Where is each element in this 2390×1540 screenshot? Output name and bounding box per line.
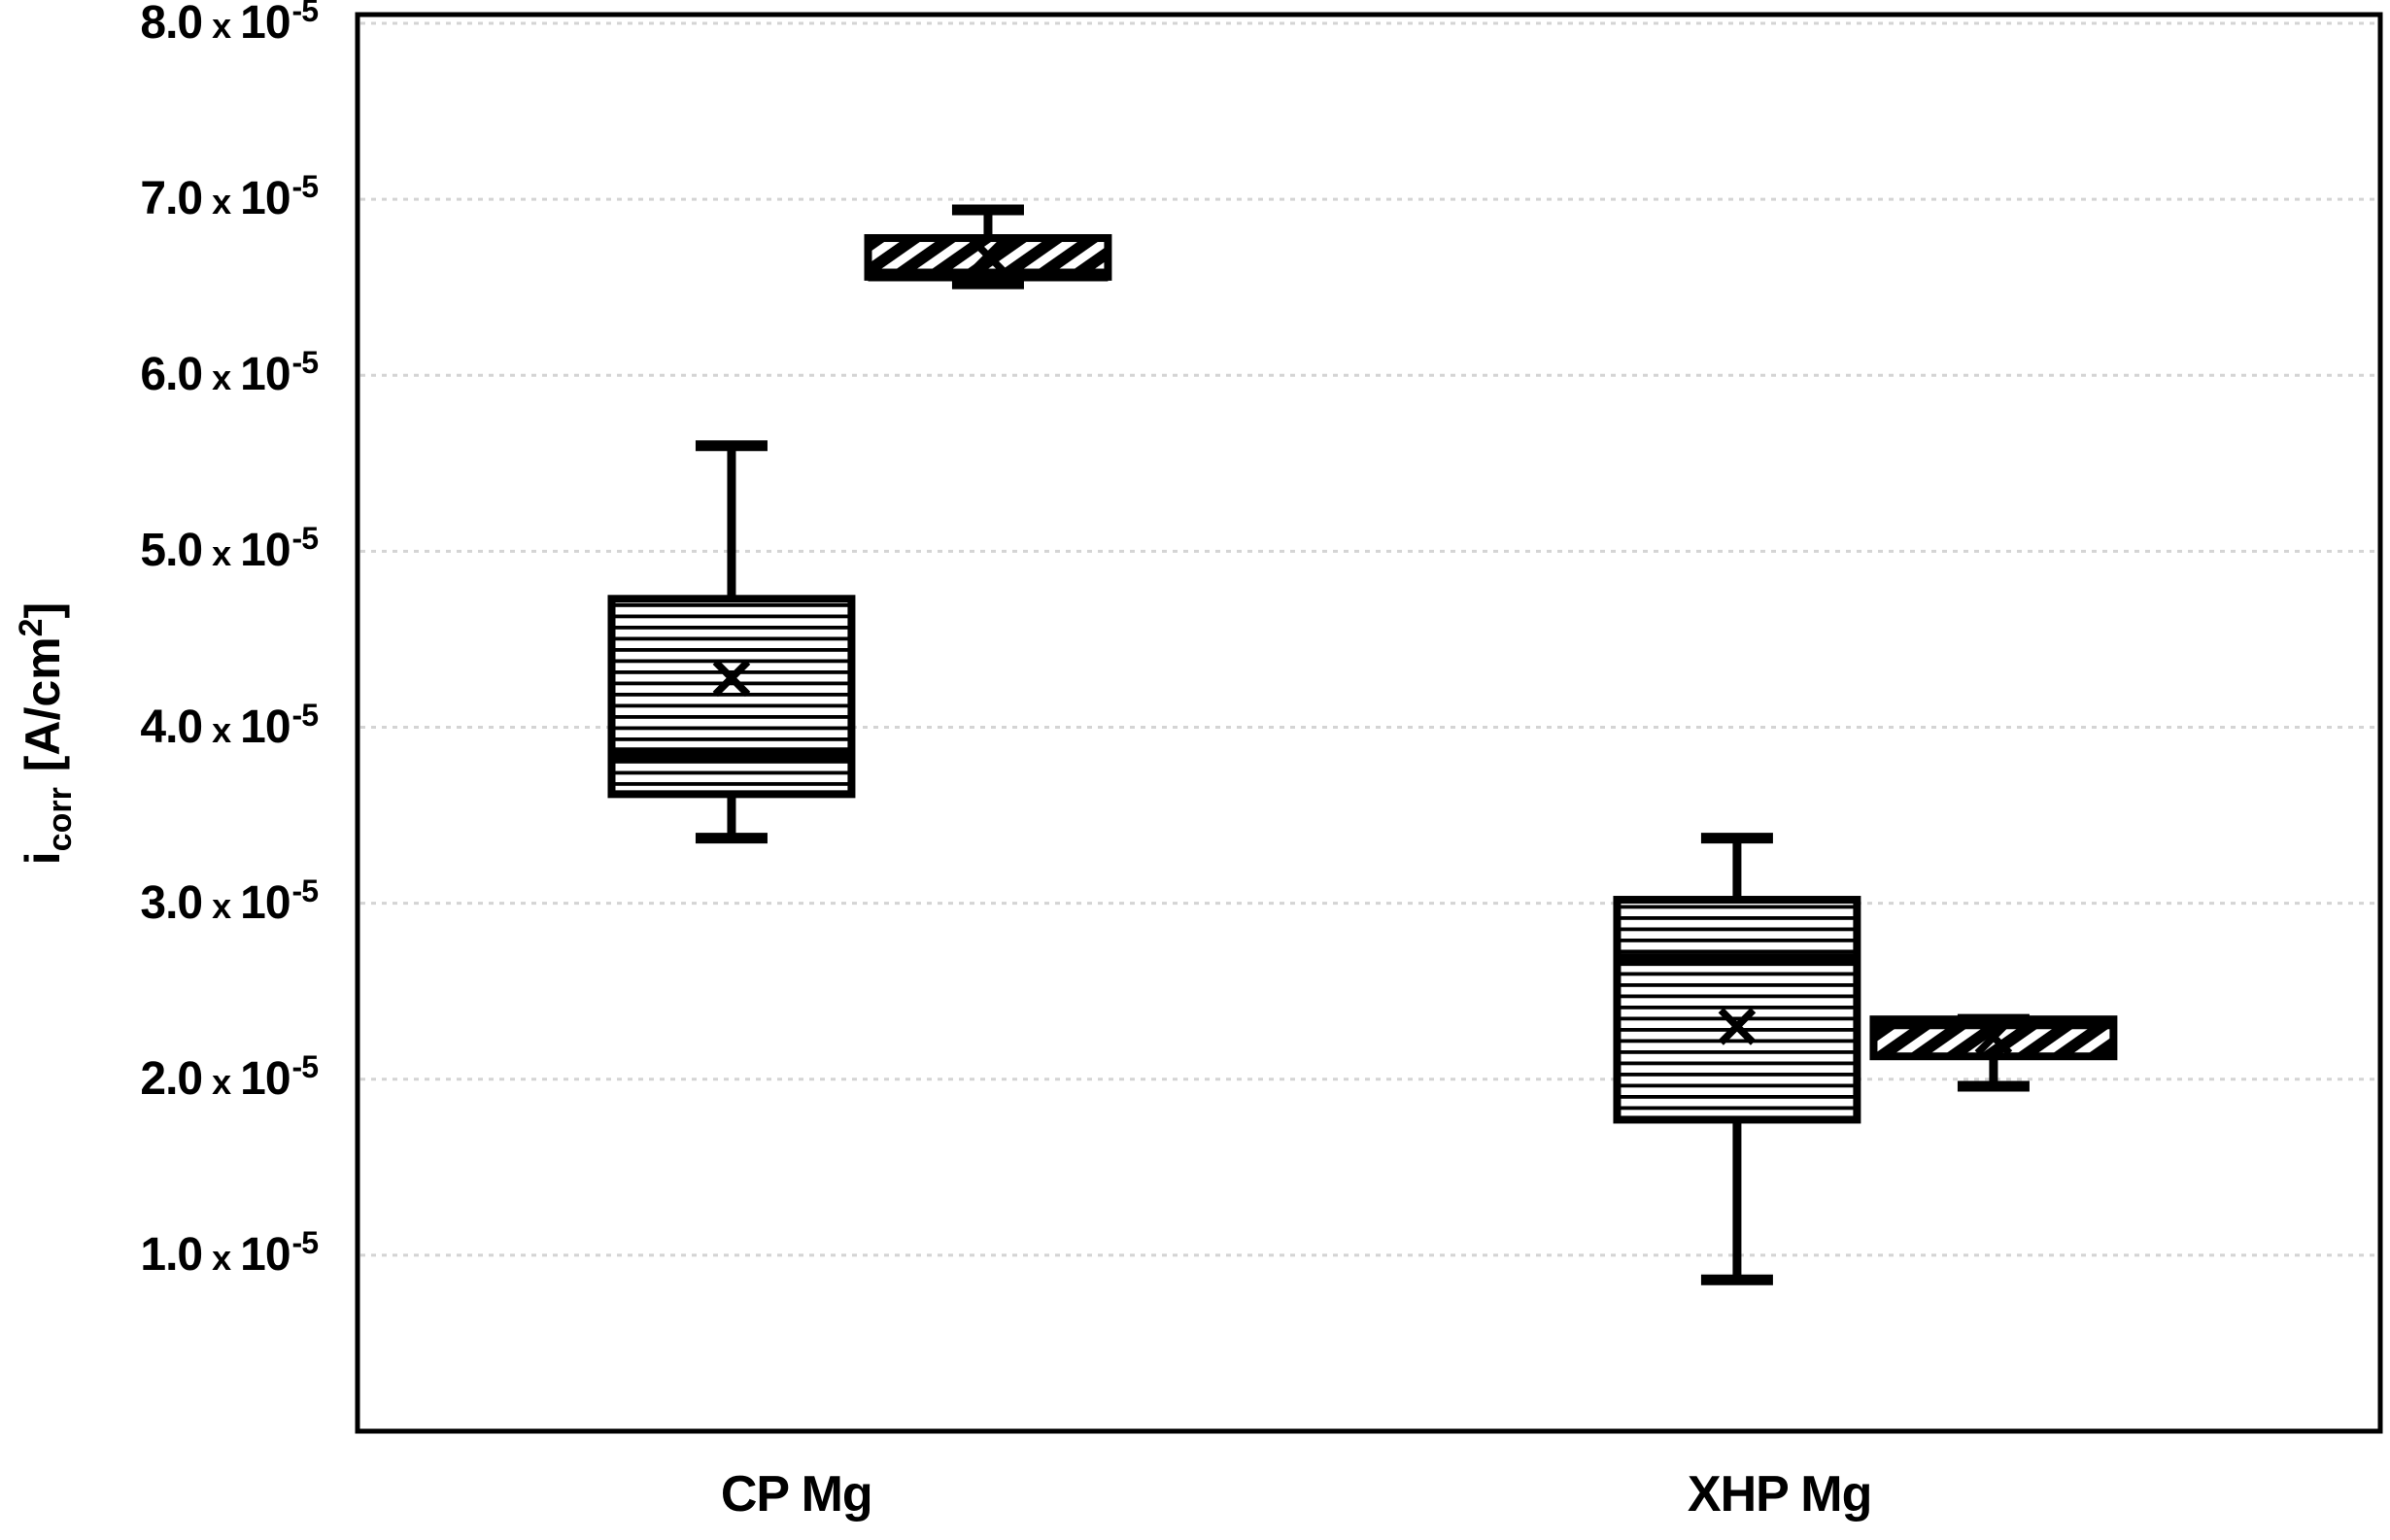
tick-mantissa: 2.0 <box>140 1052 203 1105</box>
tick-base: 10 <box>240 349 290 401</box>
tick-mantissa: 8.0 <box>140 0 203 50</box>
tick-mantissa: 3.0 <box>140 876 203 929</box>
mean-marker <box>969 236 1007 275</box>
box-xhp-mg-diagonal <box>1869 1013 2118 1092</box>
y-axis-unit: [A/cm <box>16 636 70 786</box>
tick-multiplier: x <box>212 709 231 750</box>
tick-base: 10 <box>240 173 290 225</box>
tick-base: 10 <box>240 0 290 50</box>
tick-exponent: -5 <box>291 345 319 381</box>
tick-mantissa: 1.0 <box>140 1228 203 1281</box>
y-axis-symbol-subscript: corr <box>42 787 79 852</box>
y-axis-symbol: i <box>16 851 70 866</box>
tick-exponent: -5 <box>291 1048 319 1084</box>
y-axis-title: icorr [A/cm2] <box>13 601 79 866</box>
tick-base: 10 <box>240 1228 290 1281</box>
y-axis-unit-close: ] <box>16 601 70 619</box>
box-xhp-mg-horizontal <box>1613 833 1861 1285</box>
tick-exponent: -5 <box>291 0 319 29</box>
y-tick-label-5.0: 5.0 x 10-5 <box>140 523 319 577</box>
tick-multiplier: x <box>212 533 231 574</box>
y-tick-label-4.0: 4.0 x 10-5 <box>140 700 319 753</box>
y-tick-label-6.0: 6.0 x 10-5 <box>140 347 319 401</box>
y-tick-label-3.0: 3.0 x 10-5 <box>140 875 319 929</box>
tick-base: 10 <box>240 876 290 929</box>
tick-exponent: -5 <box>291 697 319 733</box>
tick-multiplier: x <box>212 358 231 398</box>
tick-mantissa: 6.0 <box>140 349 203 401</box>
y-tick-label-1.0: 1.0 x 10-5 <box>140 1227 319 1281</box>
tick-mantissa: 5.0 <box>140 525 203 577</box>
tick-exponent: -5 <box>291 169 319 205</box>
mean-marker <box>1974 1017 2013 1056</box>
box-rect <box>1613 896 1861 1124</box>
tick-mantissa: 4.0 <box>140 701 203 753</box>
tick-exponent: -5 <box>291 1224 319 1260</box>
x-category-label-cp-mg: CP Mg <box>720 1466 873 1523</box>
y-tick-label-7.0: 7.0 x 10-5 <box>140 171 319 225</box>
box-cp-mg-diagonal <box>864 204 1112 290</box>
x-category-label-xhp-mg: XHP Mg <box>1687 1466 1873 1523</box>
tick-multiplier: x <box>212 885 231 926</box>
tick-exponent: -5 <box>291 873 319 908</box>
plot-border <box>355 12 2383 1434</box>
tick-multiplier: x <box>212 182 231 222</box>
mean-marker <box>712 659 751 698</box>
tick-multiplier: x <box>212 6 231 47</box>
box-rect <box>607 595 856 799</box>
tick-base: 10 <box>240 701 290 753</box>
box-cp-mg-horizontal <box>607 440 856 844</box>
tick-exponent: -5 <box>291 521 319 557</box>
y-axis-unit-superscript: 2 <box>13 618 50 637</box>
tick-mantissa: 7.0 <box>140 173 203 225</box>
y-tick-label-8.0: 8.0 x 10-5 <box>140 0 319 50</box>
tick-multiplier: x <box>212 1061 231 1102</box>
tick-base: 10 <box>240 1052 290 1105</box>
y-tick-label-2.0: 2.0 x 10-5 <box>140 1051 319 1105</box>
tick-multiplier: x <box>212 1237 231 1278</box>
mean-marker <box>1718 1008 1757 1045</box>
tick-base: 10 <box>240 525 290 577</box>
